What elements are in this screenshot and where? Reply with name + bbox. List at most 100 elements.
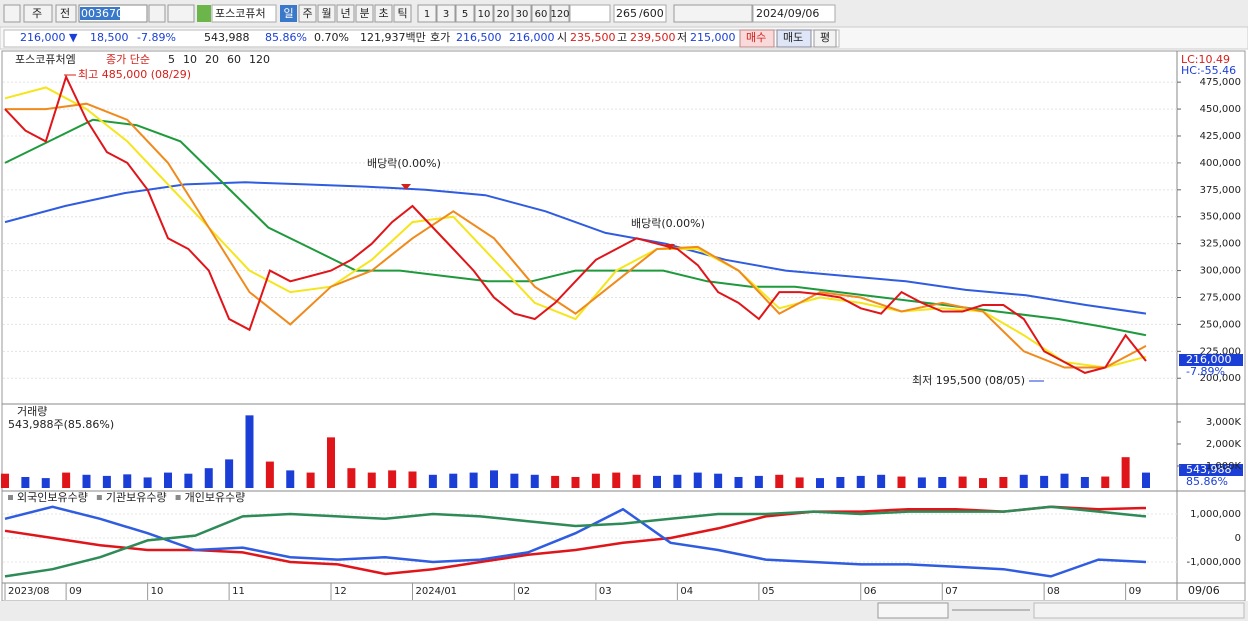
x-tick-label: 05: [762, 586, 775, 597]
count[interactable]: 30: [516, 9, 529, 20]
y-tick-label: 250,000: [1200, 319, 1241, 330]
sell-button[interactable]: [776, 29, 812, 48]
volume-bar: [1019, 474, 1028, 488]
volume-bar: [469, 472, 478, 488]
volume: 543,988: [204, 31, 250, 44]
count[interactable]: 3: [443, 9, 449, 20]
bar-count-box[interactable]: [613, 4, 667, 23]
count-button[interactable]: [493, 4, 513, 23]
unit[interactable]: 년: [340, 7, 350, 20]
volume-bar: [714, 473, 723, 488]
investor-line: [4, 505, 1147, 578]
sell[interactable]: 매도: [783, 31, 803, 44]
ma-line: [4, 181, 1147, 315]
volume-bar: [775, 474, 784, 488]
volume-bar: [225, 459, 234, 488]
count[interactable]: 20: [497, 9, 510, 20]
unit[interactable]: 틱: [397, 7, 407, 20]
bar-count[interactable]: 265: [616, 7, 637, 20]
count-button[interactable]: [531, 4, 551, 23]
legend-entry: 기관보유수량: [106, 491, 167, 504]
volume-bar: [938, 476, 947, 488]
unit-button[interactable]: [298, 4, 317, 23]
x-tick-label: 10: [151, 586, 164, 597]
count[interactable]: 10: [478, 9, 491, 20]
y-tick-label: 0: [1235, 533, 1241, 544]
count-button[interactable]: [550, 4, 570, 23]
date-box[interactable]: [752, 4, 836, 23]
volume-bar: [510, 473, 519, 488]
date[interactable]: 2024/09/06: [756, 7, 819, 20]
volume-bar: [979, 478, 987, 488]
sound-button[interactable]: [167, 4, 195, 23]
search-button[interactable]: [148, 4, 166, 23]
x-tick-label: 09: [1129, 586, 1142, 597]
x-tick-label: 04: [680, 586, 693, 597]
x-tick-label: 08: [1047, 586, 1060, 597]
tool-icons[interactable]: [1033, 602, 1245, 619]
volume-bar: [999, 476, 1008, 488]
div-marker: [401, 184, 411, 190]
volume-bar: [164, 472, 172, 488]
x-tick-label: 09: [69, 586, 82, 597]
price-plot: 475,000 450,000 425,000 400,000 375,000 350,0…: [3, 74, 1241, 384]
unit-button[interactable]: [374, 4, 393, 23]
name-box: [211, 4, 277, 23]
period-select[interactable]: [23, 4, 53, 23]
legend-entry: 개인보유수량: [185, 491, 246, 504]
unit-button[interactable]: [393, 4, 412, 23]
eval[interactable]: 평: [820, 31, 830, 44]
unit[interactable]: 주: [302, 7, 312, 20]
prev[interactable]: 전: [60, 7, 70, 20]
count[interactable]: 1: [424, 9, 430, 20]
high-note: 최고 485,000 (08/29): [78, 68, 191, 81]
y-tick-label: 425,000: [1200, 131, 1241, 142]
unit[interactable]: 분: [359, 7, 369, 20]
unit-button[interactable]: [280, 5, 297, 22]
volume-bar: [795, 477, 804, 488]
x-tick-label: 12: [334, 586, 347, 597]
period[interactable]: 주: [32, 7, 42, 20]
count-button[interactable]: [474, 4, 494, 23]
buy-button[interactable]: [739, 29, 775, 48]
volume-bar: [62, 472, 71, 488]
count[interactable]: 60: [535, 9, 548, 20]
count-button[interactable]: [417, 4, 437, 23]
count-button[interactable]: [512, 4, 532, 23]
count-button[interactable]: [455, 4, 475, 23]
volume-bar: [41, 478, 50, 488]
buy[interactable]: 매수: [746, 31, 766, 44]
prev-button[interactable]: [55, 4, 77, 23]
credit-badge: [197, 5, 211, 22]
volume-bar: [1060, 473, 1069, 488]
menu-button[interactable]: [3, 4, 21, 23]
ma-line: [4, 86, 1147, 369]
unit[interactable]: 일: [283, 6, 293, 20]
tool-buttons[interactable]: [673, 4, 753, 23]
y-tick-label: 475,000: [1200, 77, 1241, 88]
unit-button[interactable]: [317, 4, 336, 23]
count-button[interactable]: [436, 4, 456, 23]
x-tick-label: 07: [945, 586, 958, 597]
volume-bar: [82, 474, 91, 488]
volume-bar: [856, 475, 865, 488]
nav-buttons[interactable]: [877, 602, 949, 619]
unit-button[interactable]: [336, 4, 355, 23]
ma-line: [4, 74, 1147, 374]
code[interactable]: 003670: [81, 7, 123, 20]
unit[interactable]: 월: [321, 7, 331, 20]
unit-button[interactable]: [355, 4, 374, 23]
volume-bar: [1040, 475, 1049, 488]
count[interactable]: 120: [550, 9, 569, 20]
current-volume-box: [1179, 464, 1243, 476]
current-rate: -7.89%: [1186, 365, 1225, 378]
chart-frame: [1, 50, 1246, 602]
dropdown[interactable]: [569, 4, 611, 23]
count[interactable]: 5: [462, 9, 468, 20]
eval-button[interactable]: [813, 29, 837, 48]
unit[interactable]: 초: [378, 7, 388, 20]
stock-name: 포스코퓨처: [215, 7, 266, 20]
div-note: 배당락(0.00%): [367, 157, 441, 170]
volume-bar: [408, 471, 417, 488]
y-tick-label: 3,000K: [1206, 417, 1242, 428]
